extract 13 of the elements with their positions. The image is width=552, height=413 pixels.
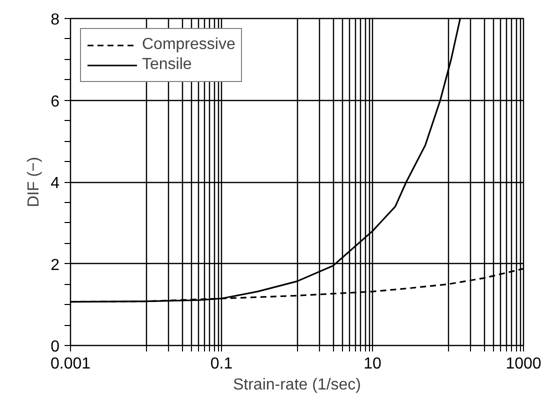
x-axis-title: Strain-rate (1/sec) xyxy=(232,376,362,394)
x-tick-label: 0.1 xyxy=(210,356,233,372)
x-tick-label: 1000 xyxy=(506,356,542,372)
y-tick-label: 8 xyxy=(50,12,60,28)
x-tick-label: 0.001 xyxy=(50,356,91,372)
x-tick-label: 10 xyxy=(364,356,382,372)
y-tick-label: 2 xyxy=(50,256,60,274)
y-axis-title: DIF (−) xyxy=(26,156,43,208)
legend-label: Compressive xyxy=(142,36,236,54)
legend-label: Tensile xyxy=(142,56,192,74)
y-tick-label: 4 xyxy=(50,175,60,192)
y-tick-label: 6 xyxy=(50,93,60,110)
y-tick-label: 0 xyxy=(50,338,60,356)
